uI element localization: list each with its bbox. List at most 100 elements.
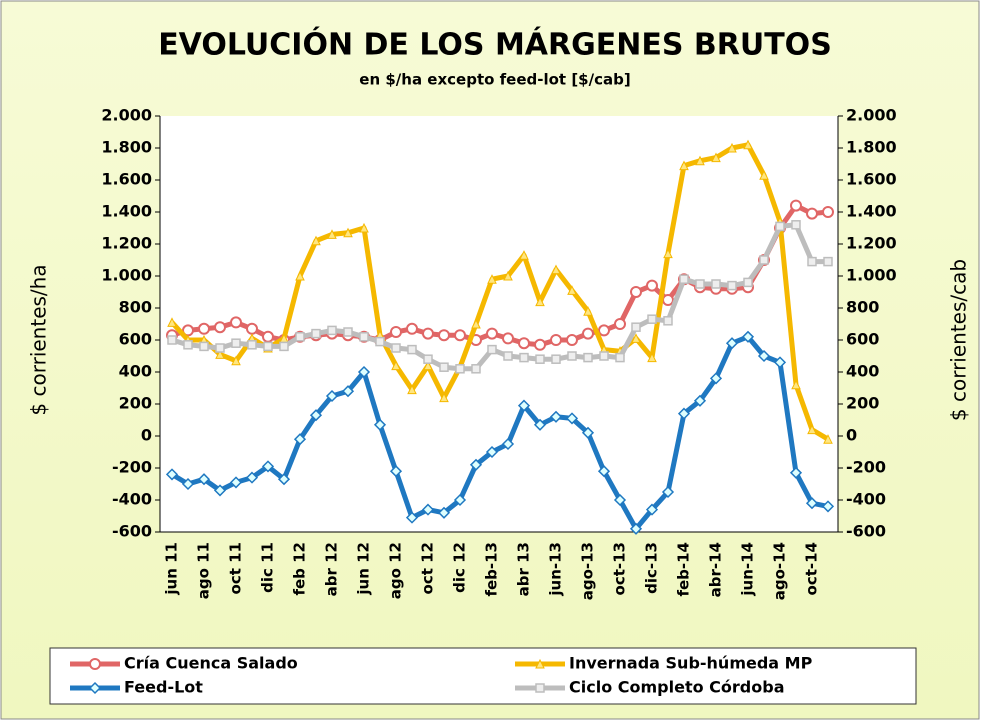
data-point (343, 227, 353, 238)
data-point (215, 343, 225, 353)
data-point (679, 160, 689, 171)
data-point (759, 255, 769, 265)
y-axis-title: $ corrientes/ha (27, 264, 51, 415)
y2-tick-label: -200 (846, 458, 886, 477)
plot-area (160, 116, 838, 532)
data-point (757, 349, 771, 363)
legend-label: Cría Cuenca Salado (124, 654, 298, 673)
x-tick-label: jun 11 (163, 542, 181, 596)
x-tick-label: jun 12 (355, 542, 373, 596)
data-point (597, 465, 611, 478)
data-point (743, 139, 753, 150)
data-point (551, 264, 561, 275)
data-point (215, 349, 225, 359)
data-point (566, 334, 578, 346)
x-tick-label: jun-14 (739, 542, 757, 597)
data-point (469, 458, 483, 471)
data-point (230, 316, 242, 329)
data-point (549, 410, 563, 423)
legend-marker (88, 681, 102, 695)
data-point (773, 356, 787, 369)
data-point (823, 256, 833, 267)
data-point (805, 497, 819, 510)
data-point (423, 354, 433, 364)
data-point (807, 256, 817, 267)
y-tick-label: 1.800 (101, 138, 152, 157)
data-point (229, 476, 243, 489)
data-point (295, 270, 305, 281)
y2-tick-label: 1.000 (846, 266, 897, 285)
data-point (789, 466, 803, 479)
y2-tick-label: 400 (846, 362, 879, 381)
x-tick-label: oct 12 (419, 542, 437, 594)
data-point (231, 355, 241, 366)
x-tick-label: ago 12 (387, 542, 405, 599)
y2-tick-label: 800 (846, 298, 879, 317)
y-tick-label: 1.600 (101, 170, 152, 189)
data-point (359, 332, 369, 342)
y2-tick-label: 1.600 (846, 170, 897, 189)
y2-tick-label: 2.000 (846, 106, 897, 125)
data-point (453, 493, 467, 507)
data-point (821, 500, 835, 513)
data-point (245, 471, 259, 484)
data-point (598, 324, 610, 337)
x-tick-label: feb-14 (675, 542, 693, 597)
data-point (775, 221, 785, 232)
legend-label: Feed-Lot (124, 678, 203, 697)
data-point (581, 426, 595, 439)
data-point (565, 412, 579, 425)
data-point (277, 473, 291, 486)
data-point (502, 332, 514, 345)
data-point (711, 279, 721, 289)
data-point (437, 506, 451, 519)
x-tick-label: oct-13 (611, 542, 629, 595)
legend-marker (535, 683, 545, 693)
y2-tick-label: 0 (846, 426, 857, 445)
y2-tick-label: 1.800 (846, 138, 897, 157)
data-point (311, 235, 321, 246)
y-tick-label: 1.200 (101, 234, 152, 253)
chart-subtitle: en $/ha excepto feed-lot [$/cab] (359, 71, 630, 89)
data-point (197, 473, 211, 486)
data-point (791, 220, 801, 230)
data-point (583, 306, 593, 316)
data-point (661, 485, 675, 499)
data-point (261, 460, 275, 473)
data-point (503, 351, 513, 361)
data-point (246, 322, 258, 335)
data-point (455, 364, 465, 374)
x-tick-label: feb-13 (483, 542, 501, 597)
data-point (519, 352, 529, 363)
legend-marker (89, 658, 101, 670)
data-point (582, 327, 594, 340)
data-point (725, 337, 739, 350)
y-tick-label: -200 (112, 458, 152, 477)
data-point (293, 433, 307, 446)
data-point (214, 321, 226, 334)
x-tick-label: ago-14 (771, 542, 789, 600)
x-tick-label: jun-13 (547, 542, 565, 597)
data-point (391, 343, 401, 353)
y2-tick-label: -600 (846, 522, 886, 541)
data-point (325, 389, 339, 403)
data-point (518, 337, 530, 350)
x-tick-label: abr 13 (515, 542, 533, 596)
data-point (501, 437, 515, 451)
y-tick-label: 800 (119, 298, 152, 317)
data-point (167, 335, 177, 345)
x-tick-label: dic 11 (259, 542, 277, 593)
data-point (741, 330, 755, 343)
data-point (262, 330, 274, 343)
x-tick-label: oct 11 (227, 542, 245, 594)
data-point (823, 434, 833, 444)
y-tick-label: 0 (141, 426, 152, 445)
x-tick-label: abr-14 (707, 542, 725, 597)
data-point (247, 340, 257, 350)
data-point (663, 248, 673, 259)
data-point (677, 407, 691, 420)
x-tick-label: oct-14 (803, 542, 821, 595)
data-point (357, 365, 371, 379)
data-point (551, 354, 561, 364)
